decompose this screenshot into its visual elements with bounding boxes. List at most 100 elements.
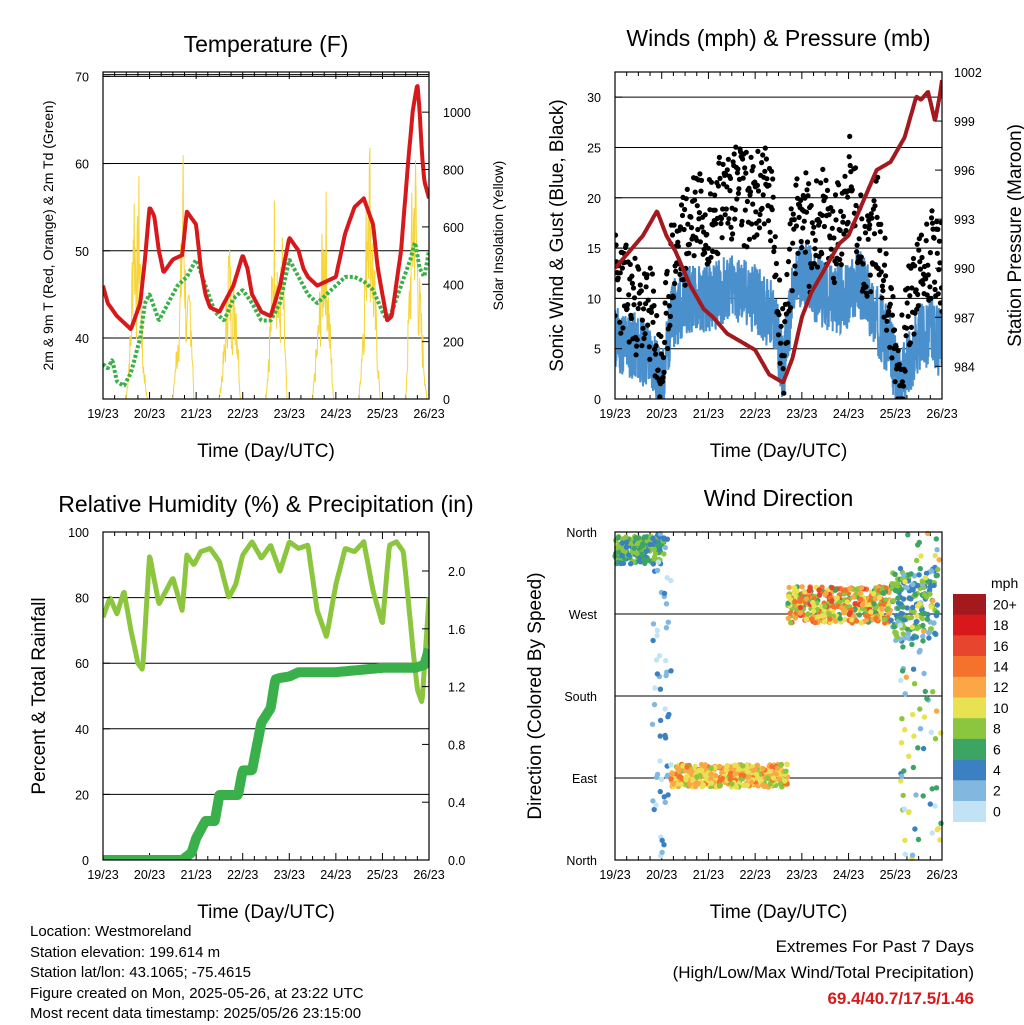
gust-point	[871, 198, 877, 204]
gust-point	[863, 284, 869, 290]
gust-point	[781, 353, 787, 359]
gust-point	[631, 295, 638, 301]
direction-point	[901, 572, 907, 578]
direction-point	[647, 541, 653, 548]
direction-point	[694, 774, 700, 780]
direction-point	[859, 605, 866, 612]
gust-point	[812, 237, 819, 243]
gust-point	[734, 196, 740, 202]
colorbar: mph 20+ 18 16 14 12 10 8 6 4 2 0	[953, 575, 1018, 822]
gust-point	[803, 209, 810, 215]
gust-point	[771, 248, 777, 255]
gust-point	[663, 310, 669, 316]
gust-point	[772, 234, 778, 240]
gust-point	[630, 285, 637, 291]
gust-point	[932, 286, 938, 293]
gust-point	[750, 164, 756, 170]
gust-point	[697, 171, 703, 177]
direction-point	[782, 778, 788, 784]
gust-point	[638, 288, 645, 294]
direction-point	[674, 765, 680, 771]
gust-point	[653, 343, 659, 349]
gust-point	[780, 366, 786, 372]
gust-point	[852, 165, 859, 171]
gust-point	[875, 174, 881, 180]
gust-point	[770, 194, 776, 200]
direction-point	[792, 599, 798, 605]
x-tick-label: 21/23	[693, 407, 724, 421]
x-tick-label: 25/23	[367, 868, 398, 882]
gust-point	[890, 294, 896, 300]
x-tick-label: 22/23	[227, 868, 258, 882]
gust-point	[760, 152, 766, 158]
y-tick-label: 60	[75, 158, 89, 172]
direction-point	[641, 556, 647, 563]
direction-point	[662, 544, 668, 551]
direction-point	[859, 602, 866, 608]
direction-point	[812, 619, 818, 626]
direction-point	[657, 717, 664, 724]
gust-point	[888, 286, 895, 292]
direction-point	[847, 610, 853, 616]
direction-point	[713, 772, 719, 779]
direction-point	[754, 771, 760, 778]
direction-point	[920, 622, 926, 629]
y-tick-label: 60	[75, 657, 89, 671]
gust-point	[891, 327, 898, 333]
colorbar-label: 4	[993, 762, 1001, 778]
gust-point	[685, 221, 691, 227]
gust-point	[903, 333, 909, 339]
direction-point	[901, 806, 908, 812]
direction-point	[760, 765, 766, 772]
direction-point	[933, 573, 939, 579]
gust-point	[748, 154, 754, 160]
panel-title: Wind Direction	[704, 485, 854, 511]
gust-point	[858, 192, 864, 198]
direction-point	[908, 596, 914, 602]
direction-point	[910, 604, 916, 611]
x-tick-label: 23/23	[786, 407, 817, 421]
gust-point	[795, 250, 801, 256]
direction-point	[903, 674, 909, 680]
direction-point	[651, 806, 657, 813]
gust-point	[782, 319, 788, 325]
direction-point	[915, 745, 921, 751]
gust-point	[675, 239, 681, 245]
direction-point	[666, 711, 672, 718]
gust-point	[637, 301, 643, 307]
x-tick-label: 26/23	[926, 868, 957, 882]
gust-point	[636, 266, 642, 272]
x-tick-label: 22/23	[740, 407, 771, 421]
x-tick-label: 19/23	[87, 407, 118, 421]
gust-point	[842, 173, 848, 179]
gust-point	[735, 166, 741, 172]
gust-point	[868, 289, 874, 295]
panel-title: Winds (mph) & Pressure (mb)	[626, 25, 930, 51]
gust-point	[664, 268, 670, 274]
direction-point	[898, 586, 904, 593]
gust-point	[639, 343, 645, 349]
direction-point	[938, 730, 944, 736]
gust-point	[718, 215, 725, 222]
gust-point	[695, 226, 701, 233]
gust-point	[905, 313, 911, 319]
direction-point	[615, 534, 622, 541]
gust-point	[896, 361, 902, 368]
direction-point	[717, 782, 723, 788]
recent-data-text: Most recent data timestamp: 2025/05/26 2…	[30, 1005, 362, 1022]
y-tick-label: North	[566, 854, 597, 868]
y-right-tick-label: 200	[443, 336, 464, 350]
gust-point	[812, 246, 818, 252]
direction-point	[891, 624, 897, 630]
direction-point	[769, 763, 775, 770]
colorbar-swatch	[953, 656, 986, 678]
gust-point	[862, 223, 868, 229]
direction-point	[905, 626, 911, 633]
direction-point	[937, 837, 943, 843]
gust-point	[746, 236, 753, 242]
gust-point	[790, 240, 796, 246]
direction-point	[849, 617, 855, 623]
direction-point	[661, 551, 667, 557]
gust-point	[874, 214, 880, 220]
direction-point	[915, 542, 921, 548]
